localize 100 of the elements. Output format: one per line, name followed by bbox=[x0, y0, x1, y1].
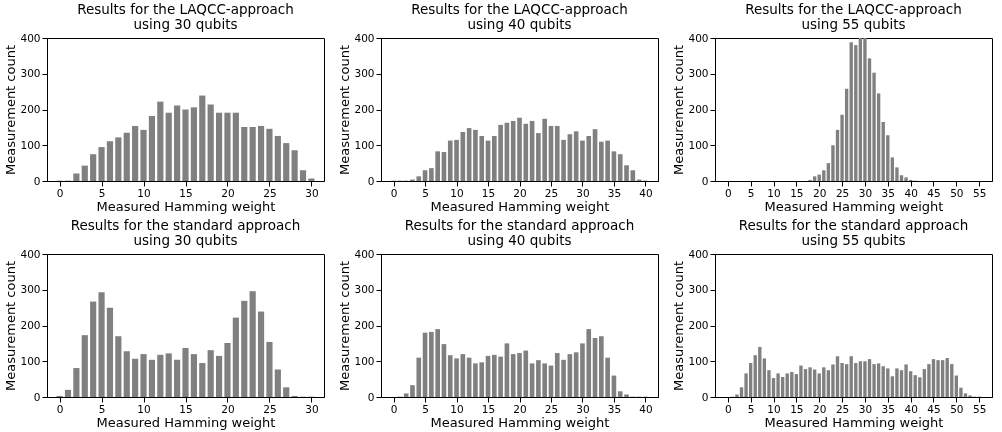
bar bbox=[232, 112, 239, 181]
y-axis-title: Measurement count bbox=[337, 44, 353, 176]
bar bbox=[106, 307, 114, 397]
x-tick-label: 5 bbox=[747, 186, 755, 199]
bar bbox=[904, 364, 908, 397]
x-tick-label: 10 bbox=[450, 402, 464, 415]
x-tick-label: 0 bbox=[390, 402, 398, 415]
x-tick-label: 25 bbox=[835, 186, 850, 199]
bar bbox=[812, 369, 817, 397]
bar bbox=[863, 38, 867, 181]
x-tick-label: 10 bbox=[767, 186, 781, 199]
x-tick-label: 40 bbox=[904, 186, 918, 199]
bar bbox=[207, 350, 214, 397]
x-axis-title: Measured Hamming weight bbox=[96, 415, 276, 430]
x-tick-label: 30 bbox=[576, 186, 590, 199]
y-tick-label: 100 bbox=[688, 354, 709, 367]
y-tick-label: 0 bbox=[701, 390, 709, 403]
bar bbox=[148, 115, 156, 181]
x-tick-label: 45 bbox=[927, 186, 941, 199]
y-tick-label: 100 bbox=[354, 138, 375, 151]
x-axis-title: Measured Hamming weight bbox=[764, 199, 944, 214]
bar bbox=[140, 354, 147, 397]
x-tick-label: 0 bbox=[56, 186, 64, 199]
bar bbox=[73, 368, 80, 397]
bar bbox=[881, 366, 885, 397]
x-tick-label: 5 bbox=[747, 402, 755, 415]
y-tick-label: 200 bbox=[354, 319, 375, 331]
x-tick-label: 30 bbox=[305, 186, 319, 199]
x-tick-label: 25 bbox=[544, 402, 559, 415]
y-tick-label: 400 bbox=[354, 31, 375, 44]
bar bbox=[274, 369, 281, 397]
bar bbox=[224, 343, 231, 397]
y-tick-label: 300 bbox=[20, 283, 41, 296]
bar bbox=[249, 127, 256, 181]
bar bbox=[64, 389, 72, 397]
bar bbox=[123, 351, 130, 397]
bar bbox=[762, 358, 767, 397]
x-tick-label: 55 bbox=[973, 186, 987, 199]
chart-title: Results for the LAQCC-approach using 30 qubits bbox=[77, 0, 294, 32]
y-tick-label: 0 bbox=[33, 390, 41, 403]
bar bbox=[81, 335, 88, 397]
bar bbox=[157, 101, 164, 181]
y-tick-label: 200 bbox=[688, 103, 709, 115]
bar bbox=[148, 359, 156, 397]
y-axis-title: Measurement count bbox=[3, 260, 19, 392]
bar bbox=[90, 301, 97, 397]
bar bbox=[283, 387, 290, 397]
bar bbox=[835, 356, 840, 397]
x-tick-label: 20 bbox=[813, 402, 827, 415]
x-tick-label: 0 bbox=[724, 402, 732, 415]
x-tick-label: 10 bbox=[450, 186, 464, 199]
x-tick-label: 40 bbox=[639, 402, 653, 415]
bar bbox=[90, 154, 97, 181]
y-axis-title: Measurement count bbox=[3, 44, 19, 176]
x-tick-label: 5 bbox=[422, 186, 429, 199]
chart-title: Results for the standard approach using 55 qubits bbox=[738, 216, 969, 248]
x-tick-label: 20 bbox=[513, 402, 527, 415]
y-tick-label: 0 bbox=[367, 174, 375, 187]
y-tick-label: 0 bbox=[367, 390, 375, 403]
y-axis-title: Measurement count bbox=[337, 260, 353, 392]
bar bbox=[291, 150, 298, 181]
y-tick-label: 100 bbox=[688, 138, 709, 151]
bar bbox=[849, 356, 853, 397]
x-axis-title: Measured Hamming weight bbox=[430, 415, 610, 430]
y-tick-label: 400 bbox=[354, 247, 375, 260]
y-tick-label: 300 bbox=[354, 283, 375, 296]
bar bbox=[115, 336, 122, 397]
bar bbox=[904, 177, 908, 181]
x-axis-title: Measured Hamming weight bbox=[96, 199, 276, 214]
bar bbox=[165, 112, 172, 181]
x-tick-label: 15 bbox=[790, 186, 804, 199]
bar bbox=[132, 125, 139, 181]
bar bbox=[165, 353, 172, 397]
x-tick-label: 30 bbox=[305, 402, 319, 415]
x-tick-label: 15 bbox=[481, 402, 496, 415]
y-tick-label: 400 bbox=[20, 247, 41, 260]
bar bbox=[918, 377, 922, 397]
x-tick-label: 25 bbox=[263, 402, 277, 415]
bar bbox=[266, 128, 273, 181]
bar bbox=[858, 361, 863, 397]
bar bbox=[776, 373, 780, 397]
y-tick-label: 200 bbox=[354, 103, 375, 115]
bar bbox=[808, 367, 812, 397]
x-axis-title: Measured Hamming weight bbox=[764, 415, 944, 430]
bar bbox=[123, 132, 130, 181]
bar bbox=[174, 105, 181, 181]
chart-title: Results for the LAQCC-approach using 40 qubits bbox=[411, 0, 628, 32]
x-tick-label: 45 bbox=[927, 402, 941, 415]
bar bbox=[890, 157, 895, 181]
x-tick-label: 25 bbox=[544, 186, 559, 199]
bar bbox=[257, 311, 265, 397]
bar bbox=[81, 165, 88, 181]
bar bbox=[115, 137, 122, 181]
y-axis-title: Measurement count bbox=[671, 260, 687, 392]
y-tick-label: 300 bbox=[354, 67, 375, 80]
y-tick-label: 0 bbox=[701, 174, 709, 187]
bar bbox=[132, 358, 139, 397]
x-tick-label: 15 bbox=[481, 186, 496, 199]
chart-title: Results for the standard approach using 30 qubits bbox=[70, 216, 301, 248]
bar bbox=[863, 361, 867, 397]
